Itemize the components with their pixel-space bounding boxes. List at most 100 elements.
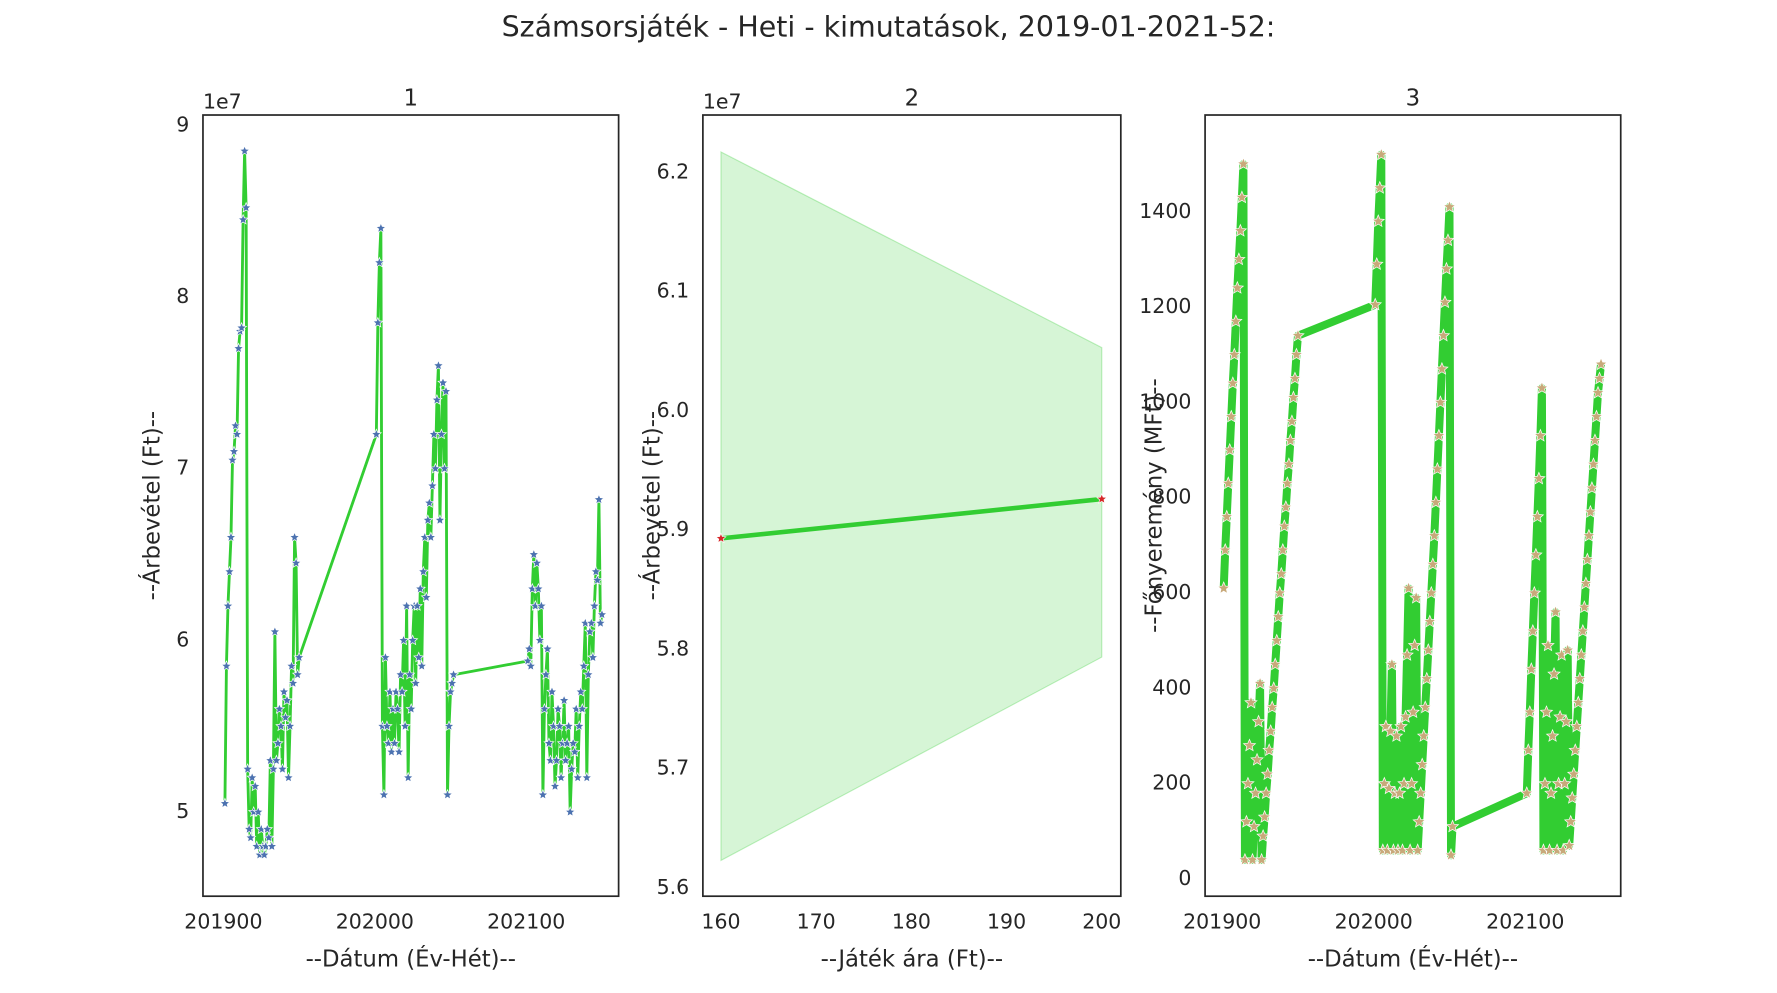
marker — [1426, 557, 1440, 571]
y-tick-label: 800 — [1152, 485, 1191, 509]
marker — [231, 428, 243, 440]
marker — [1269, 633, 1284, 647]
marker — [235, 321, 248, 333]
marker — [258, 848, 271, 860]
marker — [1226, 376, 1240, 390]
marker — [272, 737, 284, 749]
marker — [1545, 728, 1560, 742]
marker — [423, 497, 436, 508]
marker — [1539, 705, 1554, 719]
marker — [391, 703, 404, 714]
marker — [1548, 604, 1563, 618]
marker — [425, 531, 437, 543]
marker — [1272, 585, 1287, 599]
marker — [1547, 666, 1561, 680]
marker — [434, 514, 446, 526]
marker — [1429, 495, 1443, 509]
marker — [1385, 657, 1399, 671]
marker — [1400, 647, 1414, 661]
marker — [1439, 261, 1454, 275]
marker — [229, 419, 242, 431]
marker — [1241, 776, 1255, 790]
marker — [416, 660, 428, 672]
line — [720, 496, 1103, 541]
marker — [575, 685, 587, 697]
x-axis-label: --Dátum (Év-Hét)-- — [1308, 944, 1518, 972]
marker — [385, 745, 398, 757]
marker — [587, 651, 599, 663]
marker — [1374, 147, 1389, 161]
line — [1219, 150, 1605, 864]
x-tick-label: 202100 — [1486, 909, 1564, 933]
marker — [1271, 609, 1286, 623]
marker — [1579, 576, 1593, 590]
subplot-title: 1 — [404, 86, 418, 112]
marker — [1421, 643, 1436, 657]
marker — [1412, 814, 1426, 828]
marker — [1219, 509, 1234, 523]
marker — [1424, 585, 1439, 599]
marker — [1444, 848, 1458, 861]
marker — [446, 677, 458, 689]
marker — [1583, 504, 1598, 518]
x-tick-label: 201900 — [1183, 909, 1261, 933]
marker — [288, 531, 301, 543]
marker — [409, 677, 422, 689]
marker — [1445, 819, 1460, 833]
marker — [237, 213, 249, 225]
marker — [1389, 728, 1404, 742]
marker — [1406, 705, 1420, 719]
marker — [1410, 843, 1425, 857]
marker — [252, 806, 264, 817]
x-tick-label: 200 — [1082, 909, 1121, 933]
marker — [1582, 528, 1596, 542]
marker — [1566, 767, 1581, 780]
marker — [1224, 409, 1239, 423]
marker — [1259, 786, 1273, 800]
marker — [435, 428, 448, 440]
marker — [564, 806, 576, 817]
marker — [584, 625, 596, 637]
marker — [225, 531, 237, 543]
marker — [1413, 786, 1428, 800]
marker — [1239, 814, 1254, 828]
marker — [1282, 457, 1296, 471]
marker — [1276, 543, 1290, 556]
x-tick-label: 190 — [987, 909, 1026, 933]
y-tick-label: 6.2 — [657, 159, 690, 183]
marker — [243, 823, 255, 835]
marker — [572, 771, 584, 783]
marker — [240, 201, 252, 213]
x-tick-label: 202000 — [1335, 909, 1413, 933]
marker — [293, 651, 305, 663]
y-tick-label: 1000 — [1139, 389, 1191, 413]
marker — [525, 660, 537, 672]
marker — [1586, 457, 1601, 471]
x-axis-label: --Dátum (Év-Hét)-- — [306, 944, 516, 972]
marker — [1544, 786, 1558, 800]
y-tick-label: 5.8 — [657, 636, 690, 660]
marker — [1585, 481, 1599, 494]
marker — [582, 668, 595, 680]
marker — [1368, 297, 1383, 311]
marker — [546, 685, 558, 697]
marker — [372, 316, 384, 328]
marker — [422, 514, 434, 526]
marker — [1573, 671, 1587, 685]
marker — [1401, 581, 1416, 595]
marker — [523, 642, 535, 654]
marker — [278, 685, 290, 697]
confidence-band — [720, 151, 1103, 862]
marker — [1256, 828, 1270, 842]
marker — [1266, 681, 1281, 695]
marker — [287, 677, 299, 689]
subplot-title: 3 — [1406, 86, 1420, 112]
marker — [279, 711, 292, 723]
marker — [1427, 528, 1442, 542]
marker — [593, 493, 605, 505]
marker — [403, 668, 416, 680]
marker — [396, 685, 408, 697]
marker — [594, 617, 607, 629]
